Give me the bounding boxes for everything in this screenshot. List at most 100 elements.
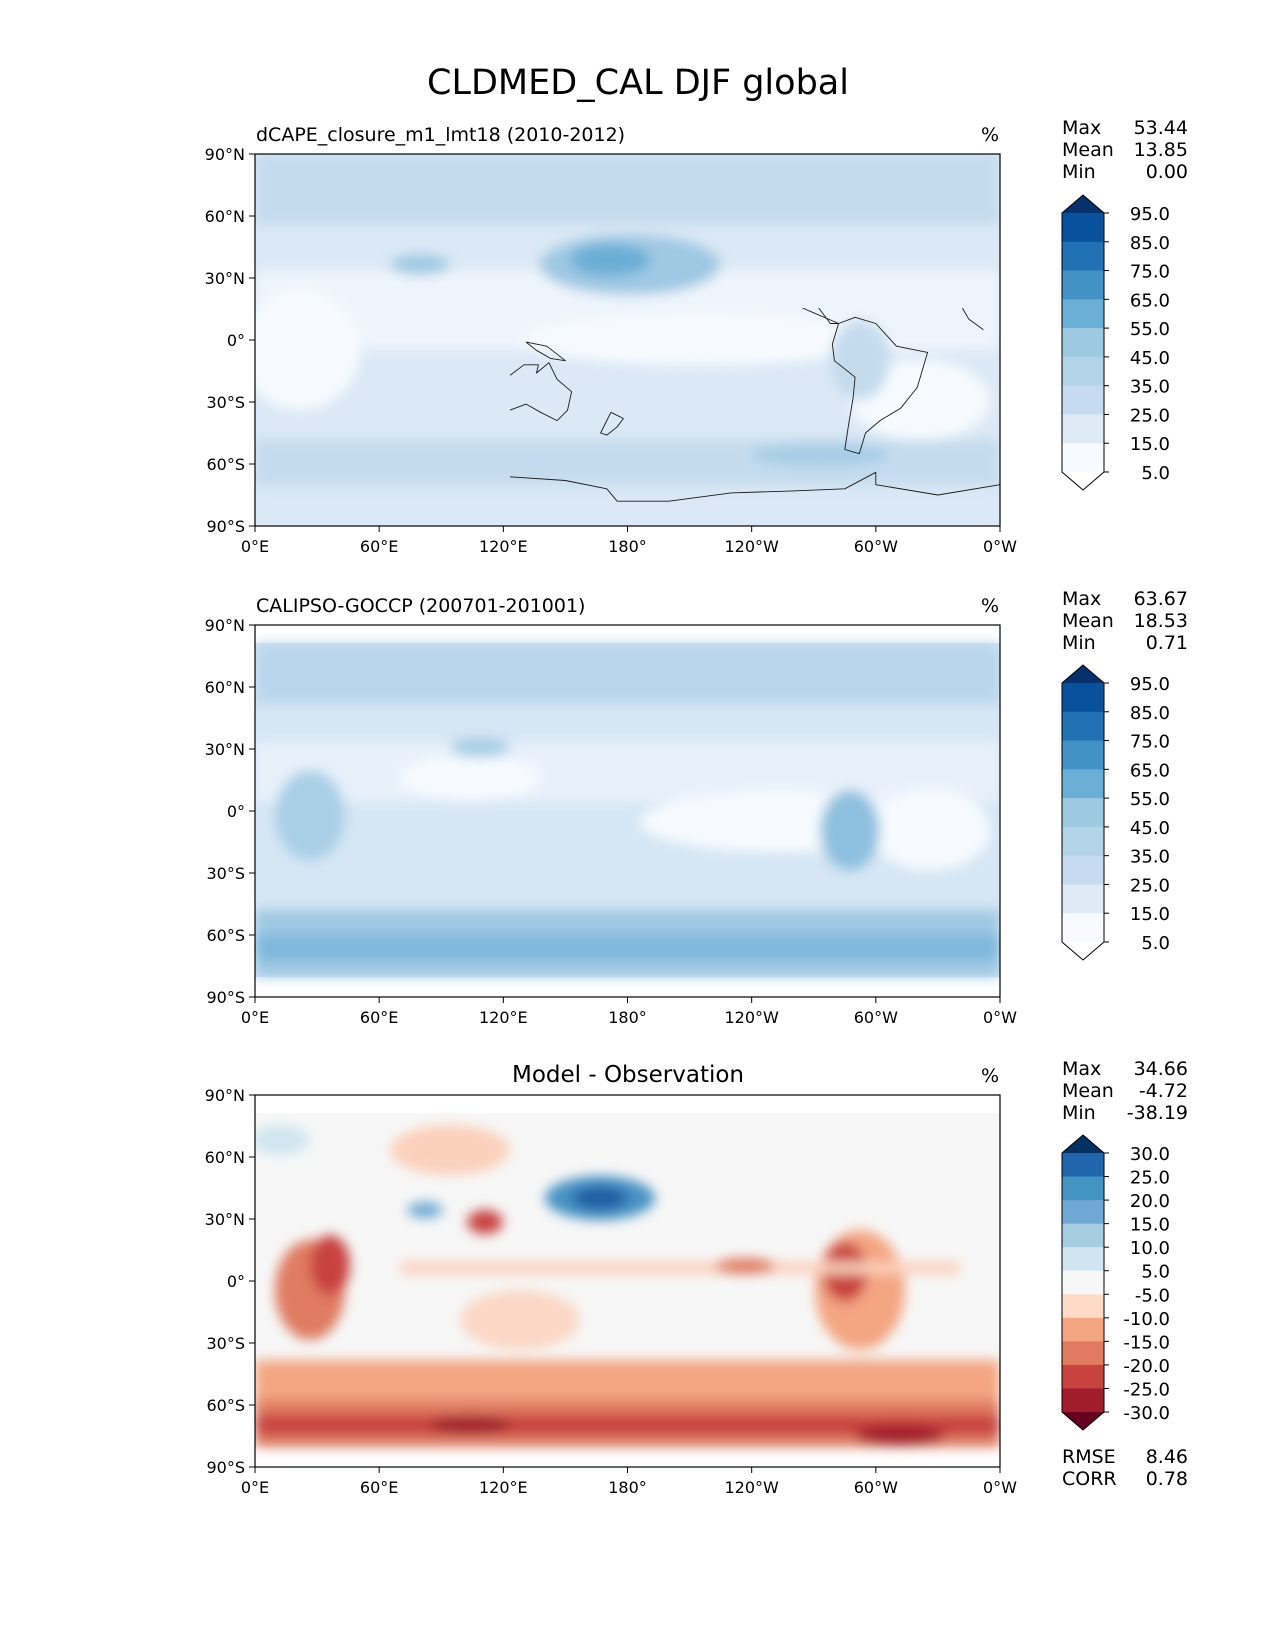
lon-axis: 0°E 60°E 120°E 180° 120°W 60°W 0°W — [241, 526, 1017, 556]
map-field-model — [255, 154, 1000, 526]
lon-tick-label: 120°E — [479, 1008, 528, 1027]
colorbar-swatch — [1062, 299, 1104, 329]
colorbar-label: 55.0 — [1130, 789, 1170, 810]
lat-tick-label: 30°N — [205, 740, 245, 759]
stat-value: 34.66 — [1134, 1058, 1188, 1080]
colorbar-swatch — [1062, 270, 1104, 300]
lon-tick-label: 60°E — [360, 1478, 398, 1497]
colorbar-label: 95.0 — [1130, 674, 1170, 695]
lat-tick-label: 30°N — [205, 1210, 245, 1229]
colorbar-label: 5.0 — [1141, 463, 1170, 484]
stat-label: Mean — [1062, 1080, 1114, 1102]
colorbar-swatch — [1062, 1153, 1104, 1178]
stat-value: 63.67 — [1134, 588, 1188, 610]
colorbar-swatch — [1062, 1247, 1104, 1272]
panel-title: CALIPSO-GOCCP (200701-201001) — [256, 595, 585, 617]
colorbar-label: 15.0 — [1130, 904, 1170, 925]
stat-label: Max — [1062, 117, 1101, 139]
panel-observation: CALIPSO-GOCCP (200701-201001) % 90°N 60°N… — [205, 588, 1188, 1027]
colorbar-swatch — [1062, 213, 1104, 243]
lon-axis: 0°E 60°E 120°E 180° 120°W 60°W 0°W — [241, 997, 1017, 1027]
units-label: % — [981, 124, 999, 146]
colorbar-label: 65.0 — [1130, 290, 1170, 311]
colorbar-extend-min — [1062, 942, 1104, 960]
colorbar-swatch — [1062, 1270, 1104, 1295]
colorbar-swatch — [1062, 1364, 1104, 1389]
lon-tick-label: 60°W — [854, 1008, 898, 1027]
lat-tick-label: 90°S — [206, 1458, 245, 1477]
units-label: % — [981, 595, 999, 617]
lat-axis: 90°N 60°N 30°N 0° 30°S 60°S 90°S — [205, 1086, 255, 1477]
coastline-path — [962, 308, 984, 331]
colorbar-label: 35.0 — [1130, 847, 1170, 868]
lon-tick-label: 60°E — [360, 537, 398, 556]
colorbar-swatch — [1062, 1317, 1104, 1342]
lat-axis: 90°N 60°N 30°N 0° 30°S 60°S 90°S — [205, 616, 255, 1007]
colorbar-label: 85.0 — [1130, 703, 1170, 724]
colorbar-label: -10.0 — [1123, 1309, 1170, 1330]
colorbar-label: 30.0 — [1130, 1144, 1170, 1165]
colorbar-swatch — [1062, 1200, 1104, 1225]
metric-label: RMSE — [1062, 1446, 1116, 1468]
colorbar-swatch — [1062, 1223, 1104, 1248]
stats-block: Max 53.44 Mean 13.85 Min 0.00 — [1062, 117, 1188, 183]
colorbar-swatch — [1062, 711, 1104, 742]
colorbar-swatch — [1062, 1176, 1104, 1201]
figure-title: CLDMED_CAL DJF global — [427, 63, 849, 103]
colorbar-label: 45.0 — [1130, 348, 1170, 369]
stat-value: 0.71 — [1146, 632, 1188, 654]
stat-value: 0.00 — [1146, 161, 1188, 183]
metrics-block: RMSE 8.46 CORR 0.78 — [1062, 1446, 1188, 1490]
colorbar-label: 5.0 — [1141, 933, 1170, 954]
colorbar-label: 5.0 — [1141, 1262, 1170, 1283]
units-label: % — [981, 1065, 999, 1087]
colorbar-label: 65.0 — [1130, 760, 1170, 781]
colorbar-swatch — [1062, 385, 1104, 415]
lon-tick-label: 120°E — [479, 1478, 528, 1497]
colorbar-swatch — [1062, 683, 1104, 713]
coastline-path — [510, 471, 1001, 502]
stat-label: Min — [1062, 632, 1096, 654]
lon-tick-label: 0°W — [983, 1008, 1017, 1027]
lon-tick-label: 60°W — [854, 1478, 898, 1497]
stat-value: 18.53 — [1134, 610, 1188, 632]
lat-tick-label: 30°N — [205, 269, 245, 288]
colorbar-label: -30.0 — [1123, 1403, 1170, 1424]
stat-label: Min — [1062, 161, 1096, 183]
colorbar-swatch — [1062, 241, 1104, 272]
lon-tick-label: 0°W — [983, 537, 1017, 556]
colorbar: 30.0 25.020.0 15.010.0 5.0-5.0 -10.0-15.0 -20… — [1061, 1134, 1170, 1431]
colorbar: 95.0 85.0 75.0 65.0 55.0 45.0 35.0 25.0 15.0 5.0 — [1061, 194, 1170, 491]
lat-tick-label: 60°S — [206, 1396, 245, 1415]
colorbar-swatch — [1062, 884, 1104, 914]
coastline-path — [525, 341, 566, 362]
lat-tick-label: 90°N — [205, 616, 245, 635]
colorbar-label: 35.0 — [1130, 377, 1170, 398]
lon-tick-label: 0°E — [241, 1478, 269, 1497]
colorbar-label: 75.0 — [1130, 262, 1170, 283]
coastline-path — [831, 316, 929, 455]
colorbar-label: 25.0 — [1130, 1168, 1170, 1189]
lon-axis: 0°E 60°E 120°E 180° 120°W 60°W 0°W — [241, 1467, 1017, 1497]
panel-title: dCAPE_closure_m1_lmt18 (2010-2012) — [256, 124, 625, 146]
map-field-observation — [255, 625, 1000, 997]
colorbar-swatch — [1062, 414, 1104, 444]
colorbar-label: -25.0 — [1123, 1379, 1170, 1400]
lat-tick-label: 60°N — [205, 1148, 245, 1167]
lon-tick-label: 120°W — [724, 1008, 779, 1027]
stats-block: Max 34.66 Mean -4.72 Min -38.19 — [1062, 1058, 1188, 1124]
lon-tick-label: 0°E — [241, 537, 269, 556]
lon-tick-label: 180° — [608, 537, 647, 556]
metric-value: 8.46 — [1146, 1446, 1188, 1468]
lat-tick-label: 0° — [227, 331, 245, 350]
colorbar-extend-min — [1062, 1412, 1104, 1430]
lon-tick-label: 120°W — [724, 1478, 779, 1497]
lon-tick-label: 0°E — [241, 1008, 269, 1027]
metric-value: 0.78 — [1146, 1468, 1188, 1490]
metric-label: CORR — [1062, 1468, 1117, 1490]
colorbar-label: 75.0 — [1130, 732, 1170, 753]
coastline-path — [510, 362, 573, 422]
lat-axis: 90°N 60°N 30°N 0° 30°S 60°S 90°S — [205, 145, 255, 536]
lon-tick-label: 180° — [608, 1478, 647, 1497]
